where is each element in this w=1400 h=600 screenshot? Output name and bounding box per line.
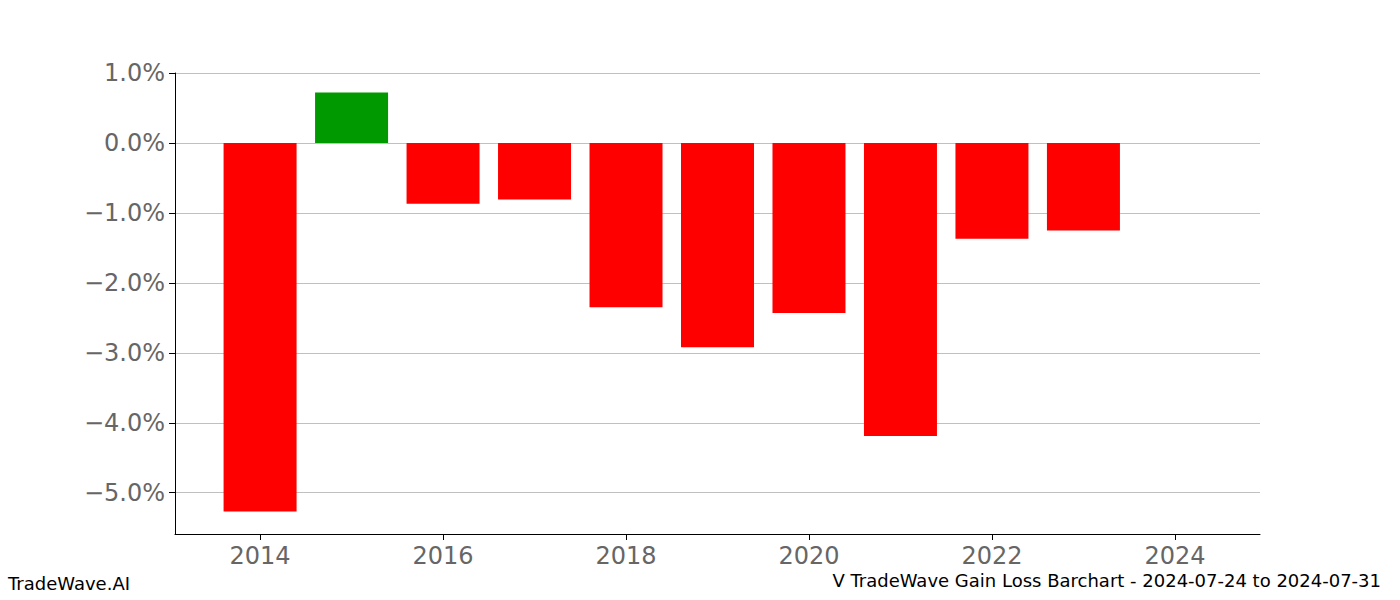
- svg-text:2020: 2020: [778, 542, 839, 570]
- svg-text:0.0%: 0.0%: [104, 129, 165, 157]
- svg-text:TradeWave.AI: TradeWave.AI: [7, 573, 130, 594]
- svg-text:−3.0%: −3.0%: [84, 339, 165, 367]
- svg-text:2022: 2022: [961, 542, 1022, 570]
- svg-text:−1.0%: −1.0%: [84, 199, 165, 227]
- svg-text:−4.0%: −4.0%: [84, 409, 165, 437]
- svg-text:2016: 2016: [413, 542, 474, 570]
- svg-text:2024: 2024: [1144, 542, 1205, 570]
- svg-text:−5.0%: −5.0%: [84, 479, 165, 507]
- svg-text:1.0%: 1.0%: [104, 59, 165, 87]
- svg-text:−2.0%: −2.0%: [84, 269, 165, 297]
- svg-text:2018: 2018: [595, 542, 656, 570]
- svg-text:2014: 2014: [230, 542, 291, 570]
- svg-text:V TradeWave Gain Loss Barchart: V TradeWave Gain Loss Barchart - 2024-07…: [832, 570, 1381, 591]
